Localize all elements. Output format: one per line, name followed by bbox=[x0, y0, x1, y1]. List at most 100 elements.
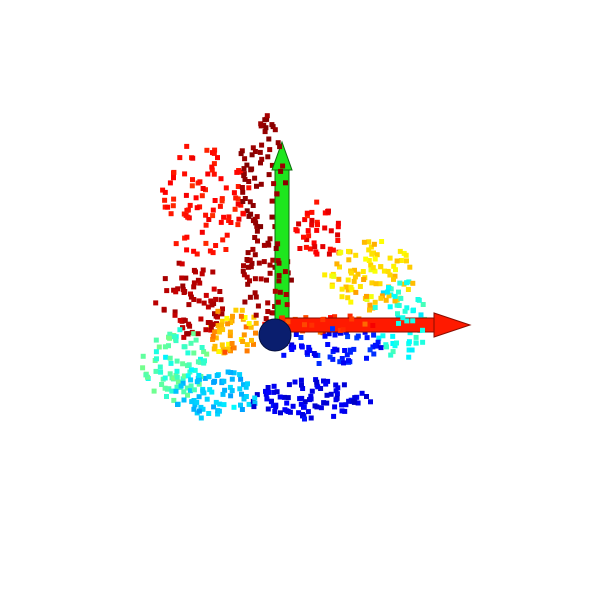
point bbox=[212, 343, 218, 349]
point bbox=[309, 388, 315, 394]
point bbox=[271, 181, 277, 187]
point bbox=[401, 281, 407, 287]
point bbox=[181, 334, 187, 340]
point bbox=[304, 210, 310, 216]
point bbox=[243, 394, 249, 399]
point bbox=[345, 295, 351, 301]
point bbox=[286, 382, 292, 388]
point bbox=[205, 304, 211, 310]
point bbox=[324, 392, 330, 398]
point bbox=[396, 320, 401, 326]
point bbox=[352, 274, 358, 280]
point bbox=[361, 239, 367, 245]
point bbox=[226, 341, 232, 347]
point bbox=[180, 283, 186, 289]
point bbox=[249, 260, 255, 266]
point bbox=[245, 250, 251, 256]
point bbox=[420, 339, 426, 345]
point bbox=[328, 228, 334, 234]
point bbox=[289, 347, 295, 352]
point bbox=[255, 303, 261, 309]
point bbox=[364, 297, 370, 302]
point bbox=[187, 388, 193, 394]
point bbox=[253, 294, 259, 300]
point bbox=[244, 348, 250, 354]
point bbox=[242, 299, 248, 305]
point bbox=[353, 252, 359, 258]
point bbox=[278, 410, 283, 416]
point bbox=[265, 385, 271, 390]
point bbox=[181, 397, 187, 403]
point bbox=[219, 198, 225, 204]
point bbox=[213, 335, 219, 341]
point bbox=[209, 164, 215, 170]
point bbox=[254, 214, 260, 220]
point bbox=[188, 291, 193, 297]
point bbox=[316, 361, 322, 366]
point bbox=[239, 391, 244, 397]
point bbox=[219, 322, 225, 328]
point bbox=[315, 384, 321, 390]
point bbox=[204, 396, 210, 402]
point bbox=[368, 294, 374, 300]
point bbox=[334, 261, 340, 267]
point bbox=[254, 183, 259, 189]
point bbox=[376, 335, 382, 341]
point bbox=[236, 216, 242, 222]
point bbox=[314, 251, 320, 257]
point bbox=[277, 289, 283, 295]
point bbox=[235, 184, 241, 189]
point bbox=[380, 290, 386, 296]
point bbox=[300, 386, 306, 391]
point bbox=[198, 415, 204, 421]
point bbox=[246, 185, 252, 191]
point bbox=[140, 353, 146, 359]
point bbox=[255, 238, 260, 244]
point bbox=[400, 315, 406, 321]
point bbox=[387, 255, 393, 261]
origin-sphere-icon bbox=[258, 318, 292, 352]
point bbox=[391, 263, 397, 269]
point bbox=[384, 344, 389, 350]
point bbox=[223, 185, 229, 191]
point bbox=[371, 241, 377, 247]
point bbox=[396, 303, 402, 308]
point bbox=[175, 379, 181, 385]
point bbox=[173, 289, 179, 295]
point bbox=[277, 394, 283, 400]
point bbox=[385, 268, 391, 274]
point bbox=[206, 411, 212, 416]
point bbox=[284, 400, 290, 406]
point bbox=[188, 340, 194, 346]
point bbox=[235, 201, 241, 207]
point bbox=[247, 278, 252, 284]
point bbox=[266, 136, 272, 142]
point bbox=[258, 224, 264, 230]
point bbox=[284, 302, 290, 308]
point bbox=[153, 337, 159, 343]
point bbox=[219, 342, 225, 348]
point bbox=[373, 281, 379, 287]
point bbox=[302, 416, 307, 422]
point bbox=[171, 375, 177, 381]
point bbox=[234, 169, 240, 175]
point bbox=[280, 163, 286, 169]
point bbox=[262, 129, 268, 135]
point bbox=[188, 377, 194, 383]
point bbox=[303, 244, 309, 250]
point bbox=[276, 273, 282, 279]
point bbox=[232, 206, 238, 212]
point bbox=[173, 338, 179, 344]
point bbox=[170, 203, 176, 209]
point bbox=[372, 305, 378, 310]
point bbox=[332, 404, 338, 410]
point bbox=[151, 388, 157, 394]
point bbox=[367, 307, 372, 313]
point bbox=[367, 302, 373, 308]
point bbox=[203, 292, 209, 298]
point bbox=[191, 350, 197, 356]
point bbox=[231, 190, 237, 196]
point bbox=[258, 123, 264, 129]
